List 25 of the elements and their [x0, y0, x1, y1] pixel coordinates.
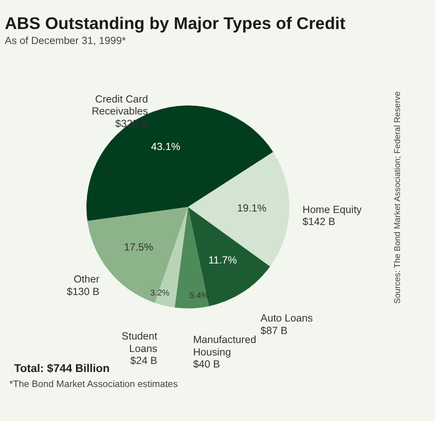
data-label: 5.4%	[189, 290, 210, 300]
pie-slice	[188, 152, 290, 267]
slice-label: Credit Card Receivables	[92, 94, 148, 118]
text: *The Bond Market Association estimates	[9, 378, 178, 389]
source-note: Sources: The Bond Market Association; Federal Reserve	[392, 91, 402, 304]
slice-label: Home Equity	[302, 204, 362, 216]
data-label: 3.2%	[150, 288, 170, 298]
pie-slice	[174, 206, 209, 308]
data-label: 11.7%	[208, 255, 237, 266]
slice-label: Manufactured Housing	[193, 335, 256, 358]
slice-label: Other	[74, 274, 100, 286]
slice-label: Auto Loans	[260, 314, 313, 325]
chart-subtitle: As of December 31, 1999*	[4, 36, 126, 47]
text: $142 B	[302, 217, 336, 228]
data-label: 43.1%	[150, 142, 180, 153]
text: $130 B	[66, 286, 100, 298]
text: $87 B	[260, 326, 288, 337]
text: $40 B	[193, 360, 220, 371]
data-label: 17.5%	[124, 242, 154, 254]
chart-title: ABS Outstanding by Major Types of Credit	[4, 14, 346, 33]
slice-label: Student Loans	[122, 332, 158, 355]
data-label: 19.1%	[237, 204, 266, 215]
text: Total: $744 Billion	[14, 362, 110, 375]
pie-slice	[86, 106, 274, 222]
text: $24 B	[130, 356, 158, 368]
